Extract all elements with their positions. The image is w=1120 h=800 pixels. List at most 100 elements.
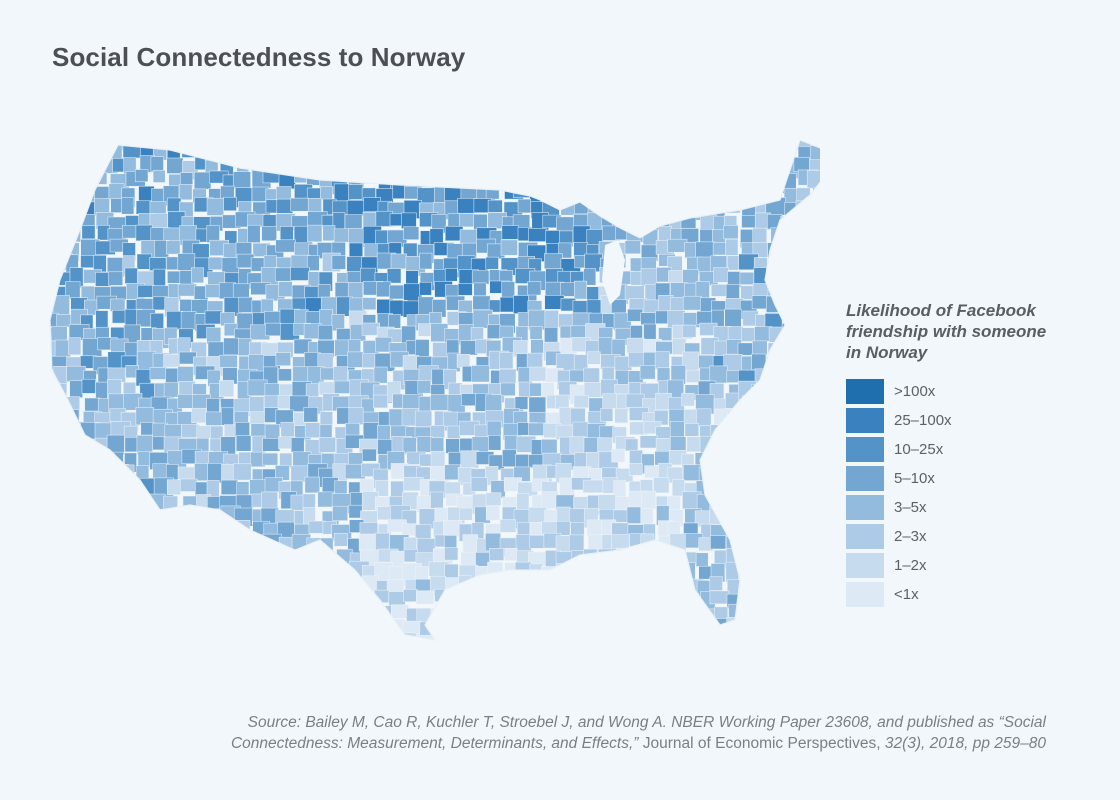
county-cell xyxy=(583,367,600,384)
county-cell xyxy=(656,605,676,622)
county-cell xyxy=(529,382,542,397)
county-cell xyxy=(264,423,280,441)
county-cell xyxy=(614,589,635,607)
county-cell xyxy=(570,603,588,621)
county-cell xyxy=(179,534,198,553)
county-cell xyxy=(55,410,69,428)
county-cell xyxy=(780,480,798,494)
county-cell xyxy=(586,351,601,365)
county-cell xyxy=(640,552,655,568)
county-cell xyxy=(153,594,169,611)
county-cell xyxy=(531,158,549,178)
county-cell xyxy=(318,437,336,453)
county-cell xyxy=(473,620,489,635)
county-cell xyxy=(347,158,366,172)
county-cell xyxy=(204,310,223,325)
county-cell xyxy=(629,462,643,476)
county-cell xyxy=(417,635,435,640)
county-cell xyxy=(654,351,670,370)
county-cell xyxy=(546,577,562,593)
county-cell xyxy=(739,409,759,424)
legend-swatch xyxy=(846,582,884,607)
county-cell xyxy=(515,454,530,470)
county-cell xyxy=(642,621,658,640)
county-cell xyxy=(639,646,655,651)
county-cell xyxy=(331,255,346,270)
county-cell xyxy=(811,256,820,277)
county-cell xyxy=(796,327,817,346)
county-cell xyxy=(796,521,815,540)
county-cell xyxy=(223,591,243,609)
county-cell xyxy=(431,173,450,188)
county-cell xyxy=(56,422,70,442)
county-cell xyxy=(416,538,436,555)
county-cell xyxy=(291,633,307,640)
county-cell xyxy=(68,633,86,640)
county-cell xyxy=(249,549,264,564)
county-cell xyxy=(163,382,179,398)
county-cell xyxy=(613,143,632,161)
county-cell xyxy=(322,225,336,242)
county-cell xyxy=(559,634,576,640)
county-cell xyxy=(461,593,482,607)
county-cell xyxy=(359,635,380,640)
county-cell xyxy=(376,140,390,152)
county-cell xyxy=(628,352,646,368)
county-cell xyxy=(419,281,432,296)
county-cell xyxy=(233,463,252,481)
county-cell xyxy=(179,478,198,492)
county-cell xyxy=(641,170,660,188)
county-cell xyxy=(139,608,155,624)
county-cell xyxy=(531,145,551,165)
county-cell xyxy=(349,647,366,650)
county-cell xyxy=(50,565,54,586)
county-cell xyxy=(514,561,532,580)
county-cell xyxy=(568,158,589,171)
county-cell xyxy=(573,395,589,409)
county-cell xyxy=(206,327,222,345)
county-cell xyxy=(322,145,343,161)
county-cell xyxy=(488,169,508,189)
county-cell xyxy=(644,465,661,479)
county-cell xyxy=(768,145,789,163)
county-cell xyxy=(543,140,562,145)
county-cell xyxy=(808,226,820,244)
county-cell xyxy=(64,496,79,511)
county-cell xyxy=(557,183,573,197)
county-cell xyxy=(289,606,308,623)
county-cell xyxy=(796,310,812,329)
county-cell xyxy=(263,551,279,569)
county-cell xyxy=(194,591,210,607)
county-cell xyxy=(266,607,284,621)
county-cell xyxy=(583,170,603,186)
legend-swatch xyxy=(846,553,884,578)
county-cell xyxy=(700,647,719,650)
county-cell xyxy=(83,143,100,164)
county-cell xyxy=(751,384,770,401)
county-cell xyxy=(765,384,784,403)
county-cell xyxy=(50,242,59,256)
county-cell xyxy=(386,268,402,284)
county-cell xyxy=(795,393,809,410)
county-cell xyxy=(288,575,304,595)
county-cell xyxy=(362,143,382,162)
county-cell xyxy=(809,200,820,216)
county-cell xyxy=(630,173,643,190)
county-cell xyxy=(333,366,348,383)
county-cell xyxy=(572,577,591,597)
county-cell xyxy=(208,521,226,538)
county-cell xyxy=(614,188,627,207)
county-cell xyxy=(709,576,723,591)
county-cell xyxy=(598,337,613,356)
county-cell xyxy=(784,297,801,313)
county-cell xyxy=(320,537,334,558)
county-cell xyxy=(54,173,74,189)
source-journal-name: Journal of Economic Perspectives, xyxy=(642,735,881,752)
county-cell xyxy=(319,616,337,632)
county-cell xyxy=(714,482,731,500)
legend-label: <1x xyxy=(894,586,919,603)
county-cell xyxy=(653,477,670,494)
county-cell xyxy=(318,381,335,396)
county-cell xyxy=(557,620,571,640)
county-cell xyxy=(50,253,53,269)
